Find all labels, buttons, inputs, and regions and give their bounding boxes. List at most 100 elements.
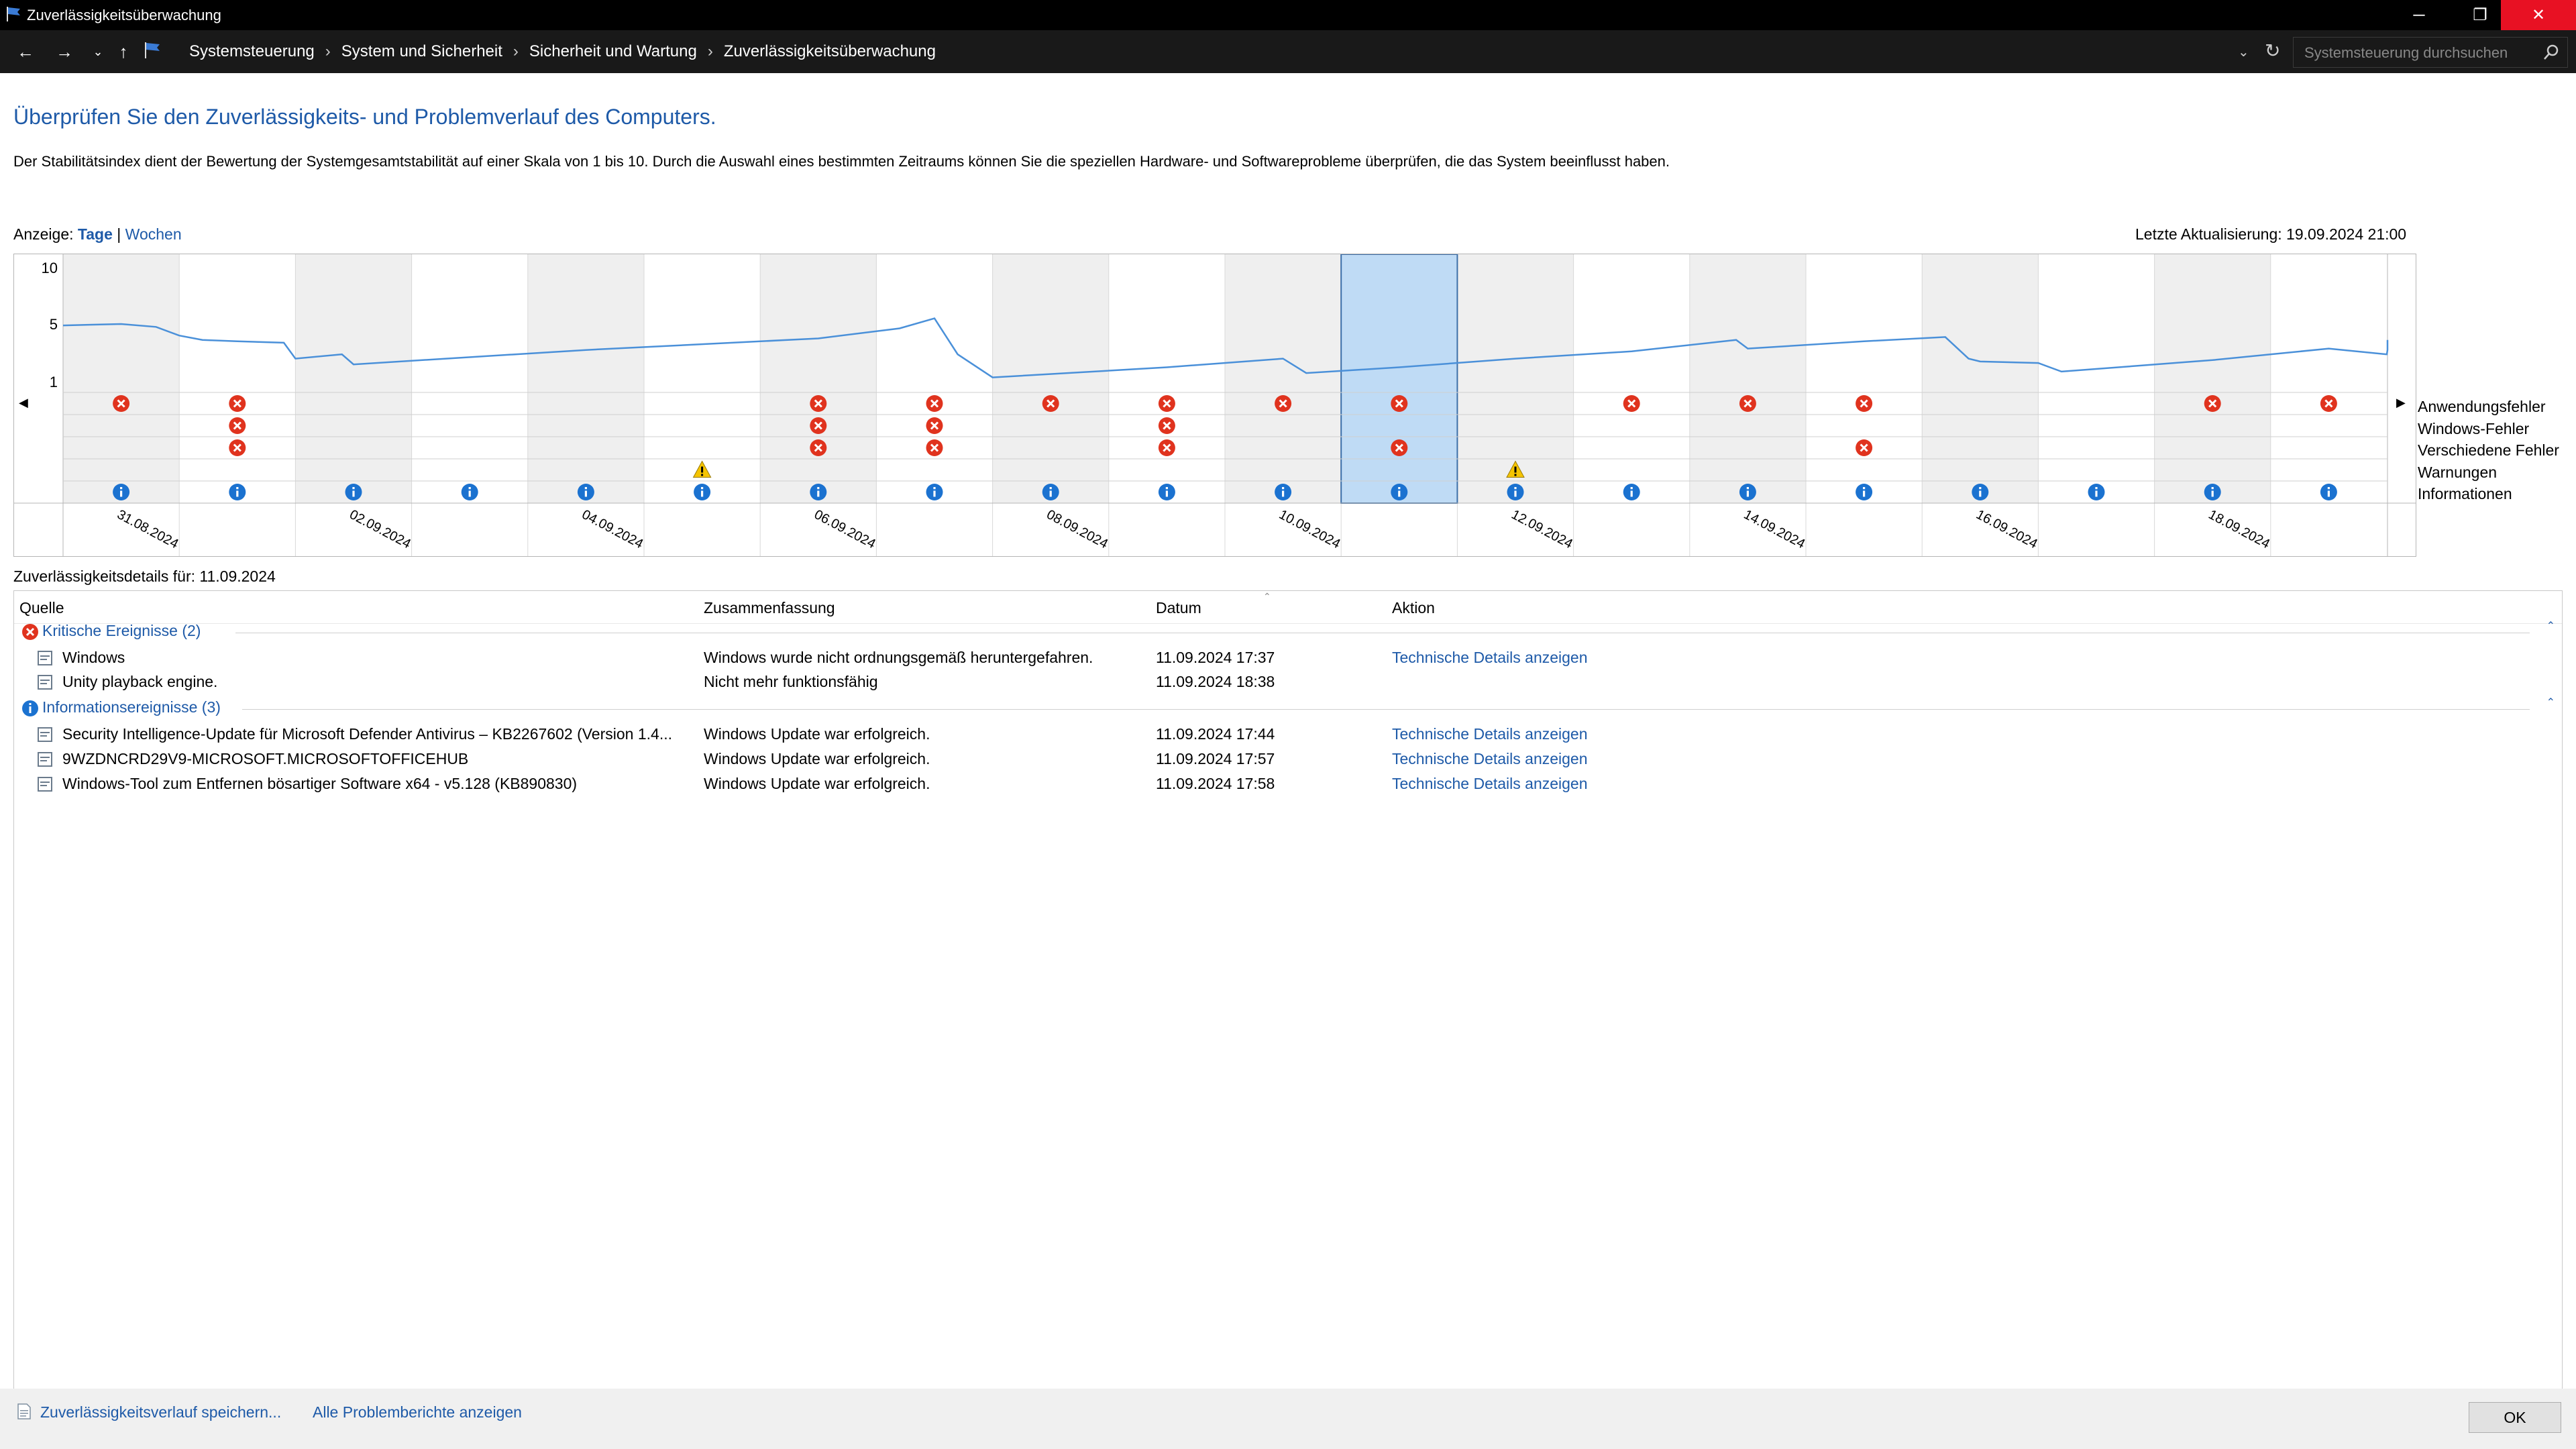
information-icon-mark bbox=[1630, 490, 1633, 497]
technical-details-link[interactable]: Technische Details anzeigen bbox=[1392, 775, 1588, 792]
error-icon-cross bbox=[1395, 443, 1403, 452]
sort-ascending-icon: ⌃ bbox=[1263, 591, 1271, 602]
event-source-icon bbox=[38, 651, 52, 665]
warning-icon-dot bbox=[1514, 474, 1517, 476]
information-icon-mark bbox=[120, 490, 123, 497]
information-icon-dot bbox=[1165, 487, 1168, 490]
back-arrow-icon[interactable]: ← bbox=[17, 41, 34, 62]
information-icon-dot bbox=[468, 487, 471, 490]
forward-arrow-icon[interactable]: → bbox=[56, 41, 73, 62]
legend-information: Informationen bbox=[2418, 485, 2512, 502]
x-tick-label: 02.09.2024 bbox=[347, 507, 413, 551]
day-column bbox=[2038, 254, 2155, 503]
column-header-action[interactable]: Aktion bbox=[1392, 599, 1435, 616]
view-days-link[interactable]: Tage bbox=[77, 225, 113, 243]
column-header-source[interactable]: Quelle bbox=[19, 599, 64, 616]
x-tick-label: 04.09.2024 bbox=[580, 507, 646, 551]
information-icon-mark bbox=[352, 490, 355, 497]
details-label: Zuverlässigkeitsdetails für: 11.09.2024 bbox=[13, 568, 276, 585]
view-separator: | bbox=[117, 225, 121, 243]
search-icon[interactable] bbox=[2542, 43, 2561, 62]
information-icon-dot bbox=[1863, 487, 1866, 490]
table-row[interactable]: 9WZDNCRD29V9-MICROSOFT.MICROSOFTOFFICEHU… bbox=[14, 747, 2562, 771]
x-tick-label: 31.08.2024 bbox=[115, 507, 181, 551]
collapse-information-icon[interactable]: ⌃ bbox=[2546, 697, 2555, 708]
information-icon-mark bbox=[468, 490, 471, 497]
control-panel-flag-icon bbox=[145, 42, 160, 58]
breadcrumb-zuverlaessigkeitsueberwachung[interactable]: Zuverlässigkeitsüberwachung bbox=[723, 42, 936, 60]
stability-index-line bbox=[62, 317, 2389, 378]
information-icon-dot bbox=[1398, 487, 1401, 490]
information-icon-mark bbox=[584, 490, 587, 497]
row-source: Security Intelligence-Update für Microso… bbox=[62, 725, 672, 743]
close-button[interactable]: ✕ bbox=[2501, 0, 2576, 30]
day-column bbox=[1806, 254, 1923, 503]
title-bar: Zuverlässigkeitsüberwachung ─ ❐ ✕ bbox=[0, 0, 2576, 30]
day-column bbox=[876, 254, 993, 503]
breadcrumb-sicherheit-und-wartung[interactable]: Sicherheit und Wartung bbox=[529, 42, 697, 60]
day-column bbox=[992, 254, 1109, 503]
group-critical-events[interactable]: Kritische Ereignisse (2) bbox=[21, 622, 201, 641]
chart-scroll-right-icon[interactable]: ▶ bbox=[2396, 396, 2406, 409]
stability-chart-svg[interactable]: 10 5 1 31.08.2024 02.09.2024 04.09.2024 06.09.… bbox=[14, 254, 2416, 556]
stability-chart[interactable]: 10 5 1 31.08.2024 02.09.2024 04.09.2024 06.09.… bbox=[13, 254, 2416, 557]
up-arrow-icon[interactable]: ↑ bbox=[119, 41, 128, 62]
information-icon-dot bbox=[1979, 487, 1982, 490]
view-all-problem-reports-link[interactable]: Alle Problemberichte anzeigen bbox=[313, 1403, 522, 1421]
view-weeks-link[interactable]: Wochen bbox=[125, 225, 182, 243]
refresh-icon[interactable]: ↻ bbox=[2265, 40, 2281, 61]
information-icon-mark bbox=[236, 490, 239, 497]
information-icon-mark bbox=[2211, 490, 2214, 497]
table-row[interactable]: Security Intelligence-Update für Microso… bbox=[14, 722, 2562, 747]
information-icon-dot bbox=[1514, 487, 1517, 490]
day-column bbox=[1922, 254, 2039, 503]
group-critical-title: Kritische Ereignisse (2) bbox=[42, 622, 201, 639]
recent-locations-chevron-icon[interactable]: ⌄ bbox=[93, 44, 103, 58]
technical-details-link[interactable]: Technische Details anzeigen bbox=[1392, 750, 1588, 767]
x-tick-label: 12.09.2024 bbox=[1509, 507, 1575, 551]
error-icon-cross bbox=[1860, 399, 1868, 408]
day-column bbox=[1225, 254, 1342, 503]
technical-details-link[interactable]: Technische Details anzeigen bbox=[1392, 725, 1588, 743]
search-input[interactable] bbox=[2303, 43, 2534, 63]
group-divider bbox=[242, 709, 2530, 710]
information-icon-dot bbox=[584, 487, 587, 490]
information-icon-dot bbox=[1049, 487, 1052, 490]
information-icon-dot bbox=[701, 487, 704, 490]
event-source-icon bbox=[38, 675, 52, 690]
breadcrumb-system-und-sicherheit[interactable]: System und Sicherheit bbox=[341, 42, 502, 60]
information-icon-dot bbox=[2327, 487, 2330, 490]
group-information-events[interactable]: Informationsereignisse (3) bbox=[21, 698, 221, 718]
minimize-button[interactable]: ─ bbox=[2413, 5, 2425, 24]
restore-button[interactable]: ❐ bbox=[2473, 6, 2487, 24]
warning-icon-mark bbox=[1514, 466, 1517, 473]
table-row[interactable]: Windows Windows wurde nicht ordnungsgemä… bbox=[14, 646, 2562, 670]
column-header-date[interactable]: Datum bbox=[1156, 599, 1201, 616]
address-dropdown-icon[interactable]: ⌄ bbox=[2238, 45, 2249, 60]
breadcrumb-systemsteuerung[interactable]: Systemsteuerung bbox=[189, 42, 315, 60]
day-column bbox=[411, 254, 528, 503]
day-column bbox=[2270, 254, 2387, 503]
information-icon-mark bbox=[1398, 490, 1401, 497]
collapse-critical-icon[interactable]: ⌃ bbox=[2546, 621, 2555, 632]
information-icon-dot bbox=[2211, 487, 2214, 490]
error-icon-cross bbox=[1163, 421, 1171, 430]
day-column bbox=[760, 254, 877, 503]
column-header-summary[interactable]: Zusammenfassung bbox=[704, 599, 835, 616]
information-icon-mark bbox=[1049, 490, 1052, 497]
breadcrumb-separator: › bbox=[707, 42, 713, 60]
search-box[interactable] bbox=[2293, 37, 2568, 68]
information-icon-dot bbox=[2095, 487, 2098, 490]
ok-button[interactable]: OK bbox=[2469, 1402, 2561, 1433]
technical-details-link[interactable]: Technische Details anzeigen bbox=[1392, 649, 1588, 666]
day-column bbox=[1573, 254, 1690, 503]
y-tick-label: 10 bbox=[42, 260, 58, 276]
chart-scroll-left-icon[interactable]: ◀ bbox=[19, 396, 28, 409]
information-icon-mark bbox=[817, 490, 820, 497]
table-row[interactable]: Unity playback engine. Nicht mehr funkti… bbox=[14, 670, 2562, 694]
x-tick-label: 18.09.2024 bbox=[2206, 507, 2272, 551]
error-icon-cross bbox=[117, 399, 125, 408]
table-row[interactable]: Windows-Tool zum Entfernen bösartiger So… bbox=[14, 772, 2562, 796]
save-reliability-history-link[interactable]: Zuverlässigkeitsverlauf speichern... bbox=[40, 1403, 282, 1421]
